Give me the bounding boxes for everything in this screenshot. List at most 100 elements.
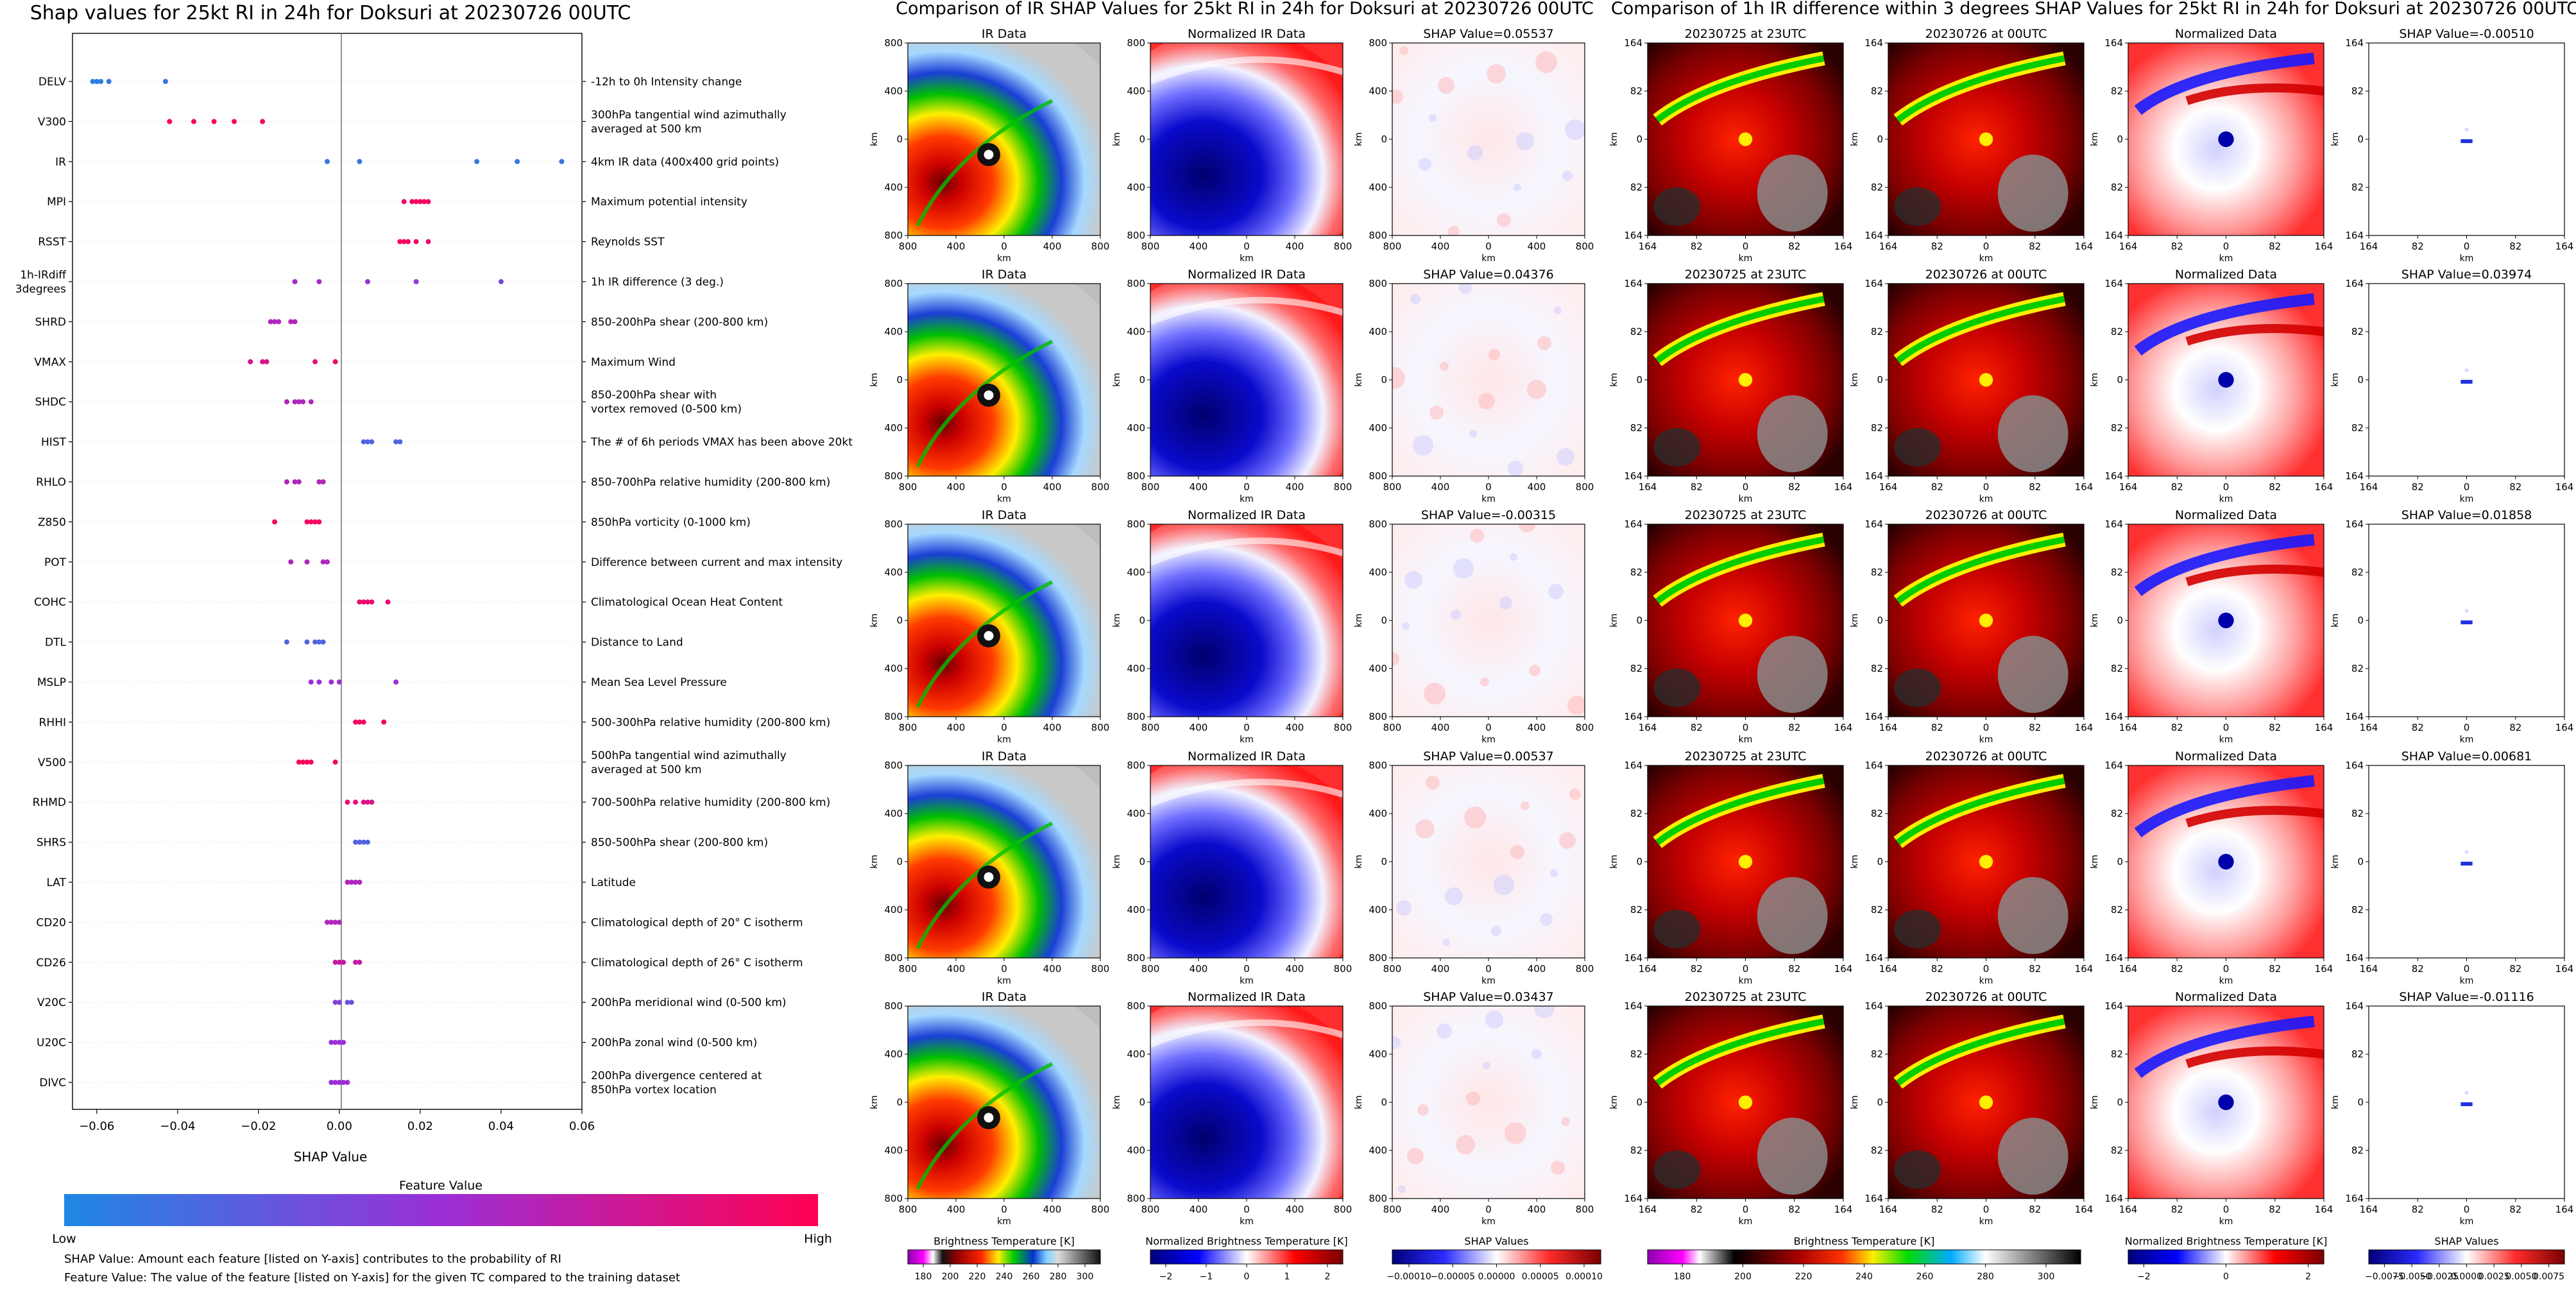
colorbar-tick-label: −0.0025 [2419, 1272, 2459, 1282]
right-map-title: Normalized Data [2175, 990, 2277, 1004]
right-title: Comparison of 1h IR difference within 3 … [1611, 0, 2576, 19]
map-ytick-label: 400 [1127, 904, 1145, 916]
map-ytick-label: 82 [1871, 567, 1883, 578]
right-map-title: SHAP Value=0.00681 [2401, 749, 2532, 764]
map-ytick-label: 164 [1864, 278, 1883, 289]
map-ytick-label: 0 [1381, 615, 1387, 626]
map-ytick-label: 0 [896, 615, 903, 626]
map-ytick-label: 82 [1630, 1145, 1642, 1156]
map-xtick-label: 800 [1383, 1204, 1402, 1215]
map-ytick-label: 0 [896, 374, 903, 386]
shap-point [381, 719, 387, 725]
shap-point [316, 479, 322, 484]
right-map-title: Normalized Data [2175, 508, 2277, 522]
shap-point [304, 759, 310, 765]
shap-point [332, 759, 338, 765]
middle-map-title: SHAP Value=-0.00315 [1421, 508, 1556, 522]
map-xlabel: km [1739, 1216, 1753, 1227]
right-map-title: 20230726 at 00UTC [1925, 990, 2047, 1004]
shap-point [425, 199, 431, 205]
colorbar-4: Normalized Brightness Temperature [K] −2 0… [2125, 1235, 2328, 1282]
right-map-title: SHAP Value=-0.01116 [2399, 990, 2534, 1004]
map-xtick-label: 82 [1691, 722, 1703, 733]
left-points [90, 79, 565, 1085]
map-xtick-label: 164 [1834, 963, 1853, 975]
map-xtick-label: 400 [1431, 722, 1450, 733]
map-xlabel: km [1481, 1216, 1496, 1227]
shap-point [357, 599, 363, 605]
shap-point [272, 319, 278, 325]
map-ytick-label: 0 [1636, 856, 1642, 867]
middle-title: Comparison of IR SHAP Values for 25kt RI… [896, 0, 1594, 19]
shap-point [232, 119, 237, 124]
map-ylabel: km [1354, 613, 1364, 627]
map-ytick-label: 400 [1369, 326, 1387, 337]
map-ytick-label: 800 [884, 470, 903, 482]
shap-point [336, 1039, 342, 1045]
map-xtick-label: 82 [1788, 722, 1800, 733]
map-xtick-label: 400 [1043, 1204, 1062, 1215]
map-ytick-label: 800 [884, 1193, 903, 1204]
map-ylabel: km [869, 613, 880, 627]
map-ytick-label: 164 [1864, 470, 1883, 482]
middle-map-title: Normalized IR Data [1188, 508, 1306, 522]
shap-point [292, 279, 298, 284]
shap-point [515, 158, 520, 164]
map-xtick-label: 400 [1190, 1204, 1208, 1215]
colorbar-5: SHAP Values−0.0075−0.0050−0.00250.00000.… [2365, 1235, 2565, 1282]
map-ytick-label: 400 [1127, 182, 1145, 193]
map-ytick-label: 164 [2104, 470, 2123, 482]
feature-code-label: SHRS [37, 837, 66, 849]
feature-description: 500-300hPa relative humidity (200-800 km… [591, 716, 830, 729]
map-ytick-label: 164 [2104, 952, 2123, 964]
map-ytick-label: 400 [884, 808, 903, 819]
feature-description: 700-500hPa relative humidity (200-800 km… [591, 796, 830, 809]
map-xtick-label: 0 [1743, 481, 1749, 493]
map-xtick-label: 800 [1383, 722, 1402, 733]
colorbar-tick-label: 0.00010 [1565, 1272, 1603, 1282]
map-xtick-label: 164 [2119, 722, 2138, 733]
map-ytick-label: 164 [1864, 711, 1883, 722]
map-ylabel: km [1112, 1095, 1122, 1109]
map-ytick-label: 164 [2345, 278, 2364, 289]
map-ytick-label: 82 [2111, 1145, 2123, 1156]
feature-description: 200hPa zonal wind (0-500 km) [591, 1037, 757, 1050]
map-xtick-label: 800 [1091, 1204, 1110, 1215]
map-xtick-label: 400 [1286, 1204, 1304, 1215]
shap-point [162, 79, 168, 84]
map-ylabel: km [1354, 855, 1364, 869]
map-ytick-label: 800 [884, 230, 903, 241]
middle-map-title: SHAP Value=0.04376 [1423, 268, 1554, 282]
map-xtick-label: 164 [2075, 963, 2094, 975]
right-map-title: Normalized Data [2175, 268, 2277, 282]
shap-point [320, 479, 326, 484]
colorbar-gradient [907, 1249, 1101, 1265]
map-xlabel: km [1481, 735, 1496, 745]
map-xlabel: km [1979, 735, 1993, 745]
map-xtick-label: 82 [2029, 481, 2041, 493]
feature-code-label: IR [55, 156, 66, 169]
map-xtick-label: 400 [1043, 963, 1062, 975]
feature-code-label: POT [44, 556, 67, 569]
feature-code-label: VMAX [34, 356, 66, 369]
map-ytick-label: 800 [1127, 1193, 1145, 1204]
colorbar-tick-label: 220 [969, 1272, 986, 1282]
feature-description: 850hPa vorticity (0-1000 km) [591, 516, 751, 529]
left-xticks: −0.06 −0.04 −0.02 0.00 0.02 0.04 0.06 [79, 1109, 595, 1133]
map-xlabel: km [2460, 253, 2474, 264]
shap-point [292, 399, 298, 405]
middle-map-title: IR Data [982, 508, 1027, 522]
map-xtick-label: 164 [2075, 481, 2094, 493]
map-xtick-label: 0 [1243, 481, 1250, 493]
left-colorbar [64, 1194, 818, 1226]
colorbar-tick-label: 200 [942, 1272, 959, 1282]
colorbar-tick-label: 0 [2223, 1272, 2229, 1282]
map-ytick-label: 0 [1877, 133, 1883, 145]
shap-point [365, 279, 371, 284]
map-xtick-label: 164 [2555, 722, 2574, 733]
